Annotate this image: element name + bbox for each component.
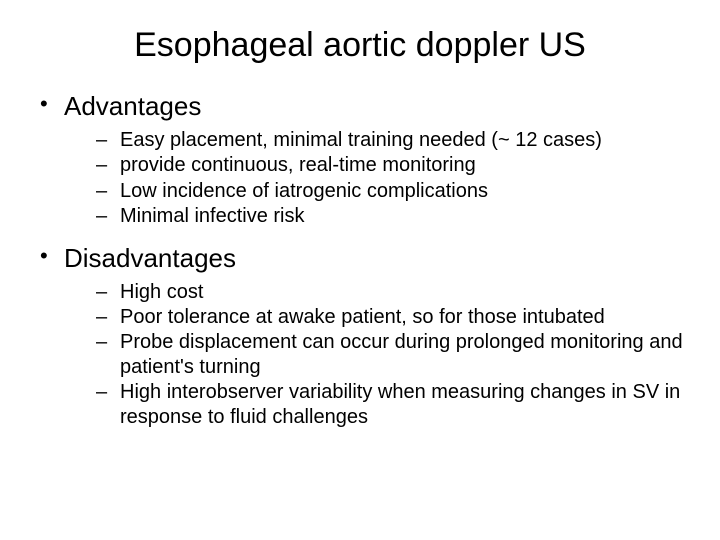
section-disadvantages: Disadvantages High cost Poor tolerance a… [64, 243, 690, 429]
section-heading: Disadvantages [64, 243, 236, 273]
list-item: Easy placement, minimal training needed … [120, 128, 690, 152]
bullet-list-level1: Advantages Easy placement, minimal train… [30, 91, 690, 429]
list-item: High interobserver variability when meas… [120, 380, 690, 429]
list-item: Low incidence of iatrogenic complication… [120, 179, 690, 203]
list-item: Minimal infective risk [120, 204, 690, 228]
list-item: Poor tolerance at awake patient, so for … [120, 305, 690, 329]
list-item: provide continuous, real-time monitoring [120, 153, 690, 177]
list-item: Probe displacement can occur during prol… [120, 330, 690, 379]
slide-title: Esophageal aortic doppler US [30, 26, 690, 65]
list-item: High cost [120, 280, 690, 304]
section-heading: Advantages [64, 91, 201, 121]
bullet-list-level2: Easy placement, minimal training needed … [64, 128, 690, 229]
slide: { "title": "Esophageal aortic doppler US… [0, 0, 720, 540]
section-advantages: Advantages Easy placement, minimal train… [64, 91, 690, 229]
bullet-list-level2: High cost Poor tolerance at awake patien… [64, 280, 690, 429]
